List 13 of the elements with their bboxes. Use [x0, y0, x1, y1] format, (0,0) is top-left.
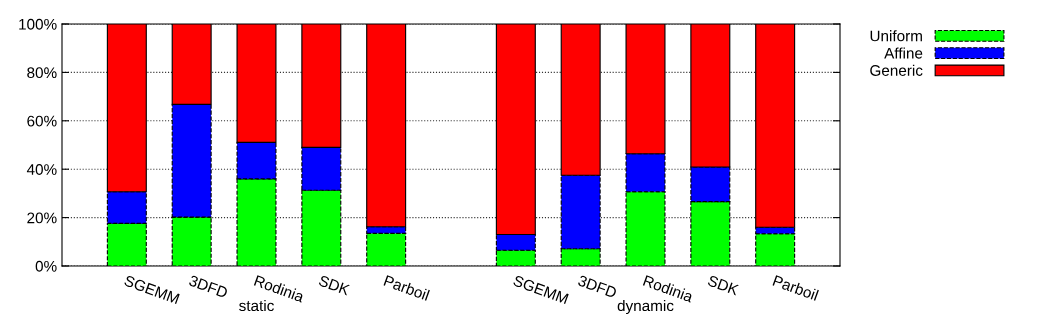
y-tick-label: 60%: [27, 115, 57, 127]
legend-label: Affine: [884, 47, 923, 59]
y-tick-label: 80%: [27, 67, 57, 79]
y-tick-label: 40%: [26, 164, 57, 175]
x-tick-label: 3DFD: [188, 274, 229, 299]
x-tick-label: SDK: [707, 274, 740, 296]
y-tick-label: 0%: [35, 260, 57, 272]
x-tick-label: 3DFD: [577, 274, 618, 299]
x-tick-label: SDK: [318, 274, 351, 296]
legend-label: Generic: [870, 64, 923, 76]
legend-label: Uniform: [870, 30, 922, 42]
y-tick-label: 20%: [27, 212, 57, 224]
y-tick-label: 100%: [19, 18, 57, 30]
